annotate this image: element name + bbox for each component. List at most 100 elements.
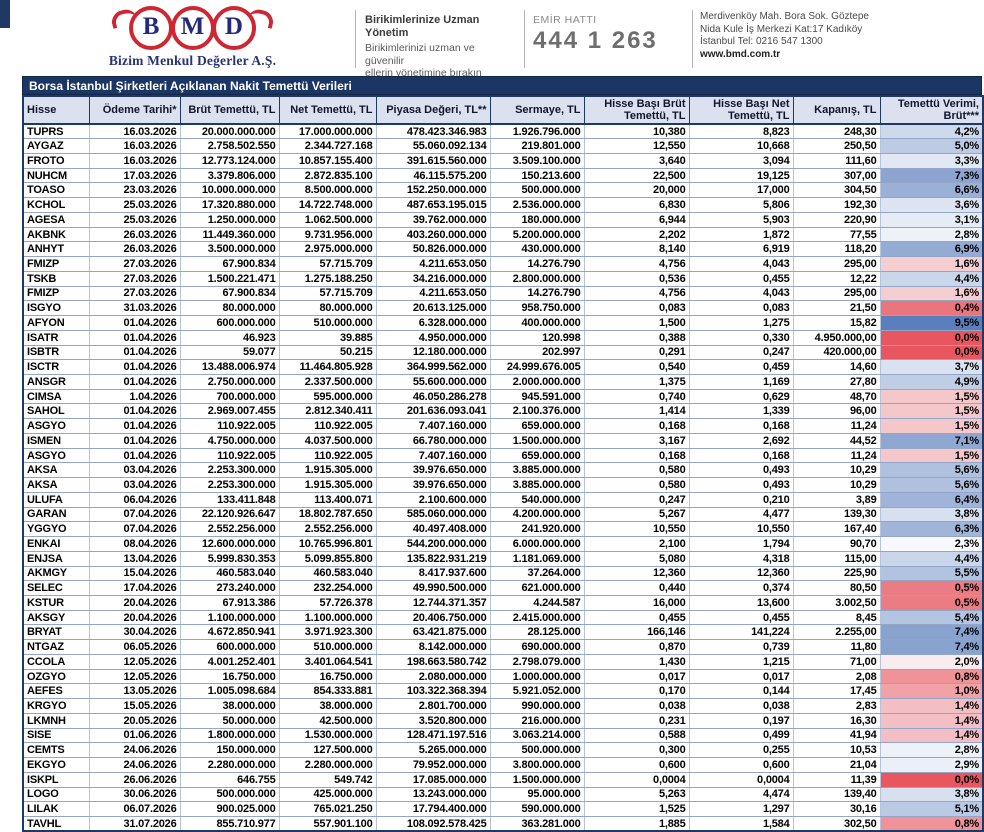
- cell-net-dividend: 80.000.000: [279, 300, 377, 317]
- cell-capital: 659.000.000: [490, 418, 585, 434]
- cell-gross-dividend-yield: 0,0%: [880, 345, 984, 361]
- cell-gross-dividend-per-share: 0,580: [584, 477, 690, 493]
- cell-gross-dividend-yield: 2,0%: [880, 654, 984, 670]
- cell-gross-dividend: 80.000.000: [180, 300, 280, 317]
- cell-net-dividend: 2.812.340.411: [279, 403, 377, 420]
- cell-capital: 958.750.000: [490, 300, 585, 317]
- cell-gross-dividend-yield: 6,9%: [880, 241, 984, 258]
- column-header-close-price: Kapanış, TL: [792, 95, 881, 125]
- cell-gross-dividend: 2.969.007.455: [180, 403, 280, 420]
- cell-close-price: 11,80: [793, 639, 881, 655]
- cell-close-price: 2,08: [793, 669, 881, 685]
- cell-payment-date: 01.04.2026: [89, 345, 181, 361]
- cell-net-dividend-per-share: 0,0004: [689, 772, 794, 788]
- cell-payment-date: 20.04.2026: [89, 610, 181, 626]
- table-row: SELEC 17.04.2026 273.240.000 232.254.000 49.…: [23, 580, 984, 596]
- cell-gross-dividend-per-share: 10,380: [584, 124, 690, 140]
- cell-market-cap: 55.060.092.134: [376, 138, 491, 154]
- cell-close-price: 10,29: [793, 462, 881, 479]
- table-row: LKMNH 20.05.2026 50.000.000 42.500.000 3.520…: [23, 713, 984, 729]
- cell-payment-date: 25.03.2026: [89, 212, 181, 228]
- cell-gross-dividend-yield: 4,4%: [880, 551, 984, 567]
- cell-net-dividend: 854.333.881: [279, 683, 377, 700]
- address-block: Merdivenköy Mah. Bora Sok. Göztepe Nida …: [700, 11, 930, 61]
- cell-net-dividend: 10.765.996.801: [279, 536, 377, 552]
- table-row: CCOLA 12.05.2026 4.001.252.401 3.401.064.54…: [23, 654, 984, 670]
- cell-net-dividend: 9.731.956.000: [279, 227, 377, 243]
- cell-capital: 120.998: [490, 330, 585, 346]
- cell-close-price: 90,70: [793, 536, 881, 552]
- cell-gross-dividend: 67.913.386: [180, 595, 280, 611]
- cell-net-dividend-per-share: 0,374: [689, 580, 794, 596]
- cell-ticker: YGGYO: [23, 521, 90, 538]
- table-row: BRYAT 30.04.2026 4.672.850.941 3.971.923.30…: [23, 624, 984, 641]
- cell-close-price: 71,00: [793, 654, 881, 670]
- cell-gross-dividend: 900.025.000: [180, 801, 280, 818]
- cell-payment-date: 01.04.2026: [89, 315, 181, 331]
- cell-gross-dividend-yield: 0,0%: [880, 330, 984, 346]
- cell-net-dividend-per-share: 8,823: [689, 124, 794, 140]
- cell-payment-date: 31.03.2026: [89, 300, 181, 317]
- cell-net-dividend: 1.275.188.250: [279, 271, 377, 287]
- cell-gross-dividend-per-share: 12,550: [584, 138, 690, 154]
- cell-payment-date: 16.03.2026: [89, 138, 181, 154]
- cell-payment-date: 12.05.2026: [89, 654, 181, 670]
- cell-gross-dividend: 20.000.000.000: [180, 124, 280, 140]
- table-row: AKSGY 20.04.2026 1.100.000.000 1.100.000.00…: [23, 610, 984, 626]
- cell-gross-dividend-per-share: 0,580: [584, 462, 690, 479]
- cell-close-price: 4.950.000,00: [793, 330, 881, 346]
- cell-gross-dividend-per-share: 20,000: [584, 182, 690, 199]
- cell-net-dividend: 2.872.835.100: [279, 168, 377, 184]
- cell-market-cap: 201.636.093.041: [376, 403, 491, 420]
- cell-capital: 621.000.000: [490, 580, 585, 596]
- cell-net-dividend: 8.500.000.000: [279, 182, 377, 199]
- cell-ticker: NTGAZ: [23, 639, 90, 655]
- cell-net-dividend: 510.000.000: [279, 639, 377, 655]
- cell-net-dividend: 18.802.787.650: [279, 507, 377, 523]
- cell-market-cap: 39.762.000.000: [376, 212, 491, 228]
- cell-net-dividend: 1.915.305.000: [279, 462, 377, 479]
- cell-payment-date: 27.03.2026: [89, 271, 181, 287]
- cell-market-cap: 2.080.000.000: [376, 669, 491, 685]
- cell-gross-dividend-yield: 2,9%: [880, 757, 984, 773]
- table-row: ANHYT 26.03.2026 3.500.000.000 2.975.000.00…: [23, 241, 984, 258]
- cell-gross-dividend-yield: 1,5%: [880, 403, 984, 420]
- cell-gross-dividend-yield: 6,4%: [880, 492, 984, 508]
- cell-payment-date: 25.03.2026: [89, 197, 181, 213]
- cell-ticker: CCOLA: [23, 654, 90, 670]
- cell-close-price: 118,20: [793, 241, 881, 258]
- cell-gross-dividend-per-share: 0,300: [584, 742, 690, 759]
- cell-net-dividend: 1.915.305.000: [279, 477, 377, 493]
- table-row: FMIZP 27.03.2026 67.900.834 57.715.709 4.211…: [23, 286, 984, 302]
- cell-market-cap: 5.265.000.000: [376, 742, 491, 759]
- cell-close-price: 8,45: [793, 610, 881, 626]
- cell-gross-dividend: 133.411.848: [180, 492, 280, 508]
- tagline-line1: Birikimlerinizi uzman ve güvenilir: [365, 42, 475, 67]
- cell-capital: 5.921.052.000: [490, 683, 585, 700]
- column-header-gross-dividend-yield: Temettü Verimi, Brüt***: [879, 95, 984, 125]
- cell-close-price: 115,00: [793, 551, 881, 567]
- cell-ticker: AKSGY: [23, 610, 90, 626]
- cell-payment-date: 26.06.2026: [89, 772, 181, 788]
- cell-payment-date: 23.03.2026: [89, 182, 181, 199]
- cell-gross-dividend-per-share: 16,000: [584, 595, 690, 611]
- cell-net-dividend-per-share: 3,094: [689, 153, 794, 169]
- cell-gross-dividend: 5.999.830.353: [180, 551, 280, 567]
- column-header-payment-date: Ödeme Tarihi*: [88, 95, 181, 125]
- cell-gross-dividend: 1.250.000.000: [180, 212, 280, 228]
- cell-ticker: ISATR: [23, 330, 90, 346]
- cell-net-dividend-per-share: 1,584: [689, 816, 794, 832]
- table-row: AKSA 03.04.2026 2.253.300.000 1.915.305.000…: [23, 462, 984, 479]
- cell-gross-dividend-yield: 3,8%: [880, 507, 984, 523]
- cell-close-price: 295,00: [793, 286, 881, 302]
- company-name: Bizim Menkul Değerler A.Ş.: [108, 53, 277, 68]
- cell-gross-dividend: 4.672.850.941: [180, 624, 280, 641]
- website-link[interactable]: www.bmd.com.tr: [700, 48, 781, 60]
- cell-net-dividend: 16.750.000: [279, 669, 377, 685]
- cell-capital: 4.244.587: [490, 595, 585, 611]
- table-row: TSKB 27.03.2026 1.500.221.471 1.275.188.250…: [23, 271, 984, 287]
- cell-close-price: 250,50: [793, 138, 881, 154]
- cell-gross-dividend-yield: 3,8%: [880, 787, 984, 803]
- cell-net-dividend-per-share: 0,144: [689, 683, 794, 700]
- cell-gross-dividend-per-share: 12,360: [584, 566, 690, 582]
